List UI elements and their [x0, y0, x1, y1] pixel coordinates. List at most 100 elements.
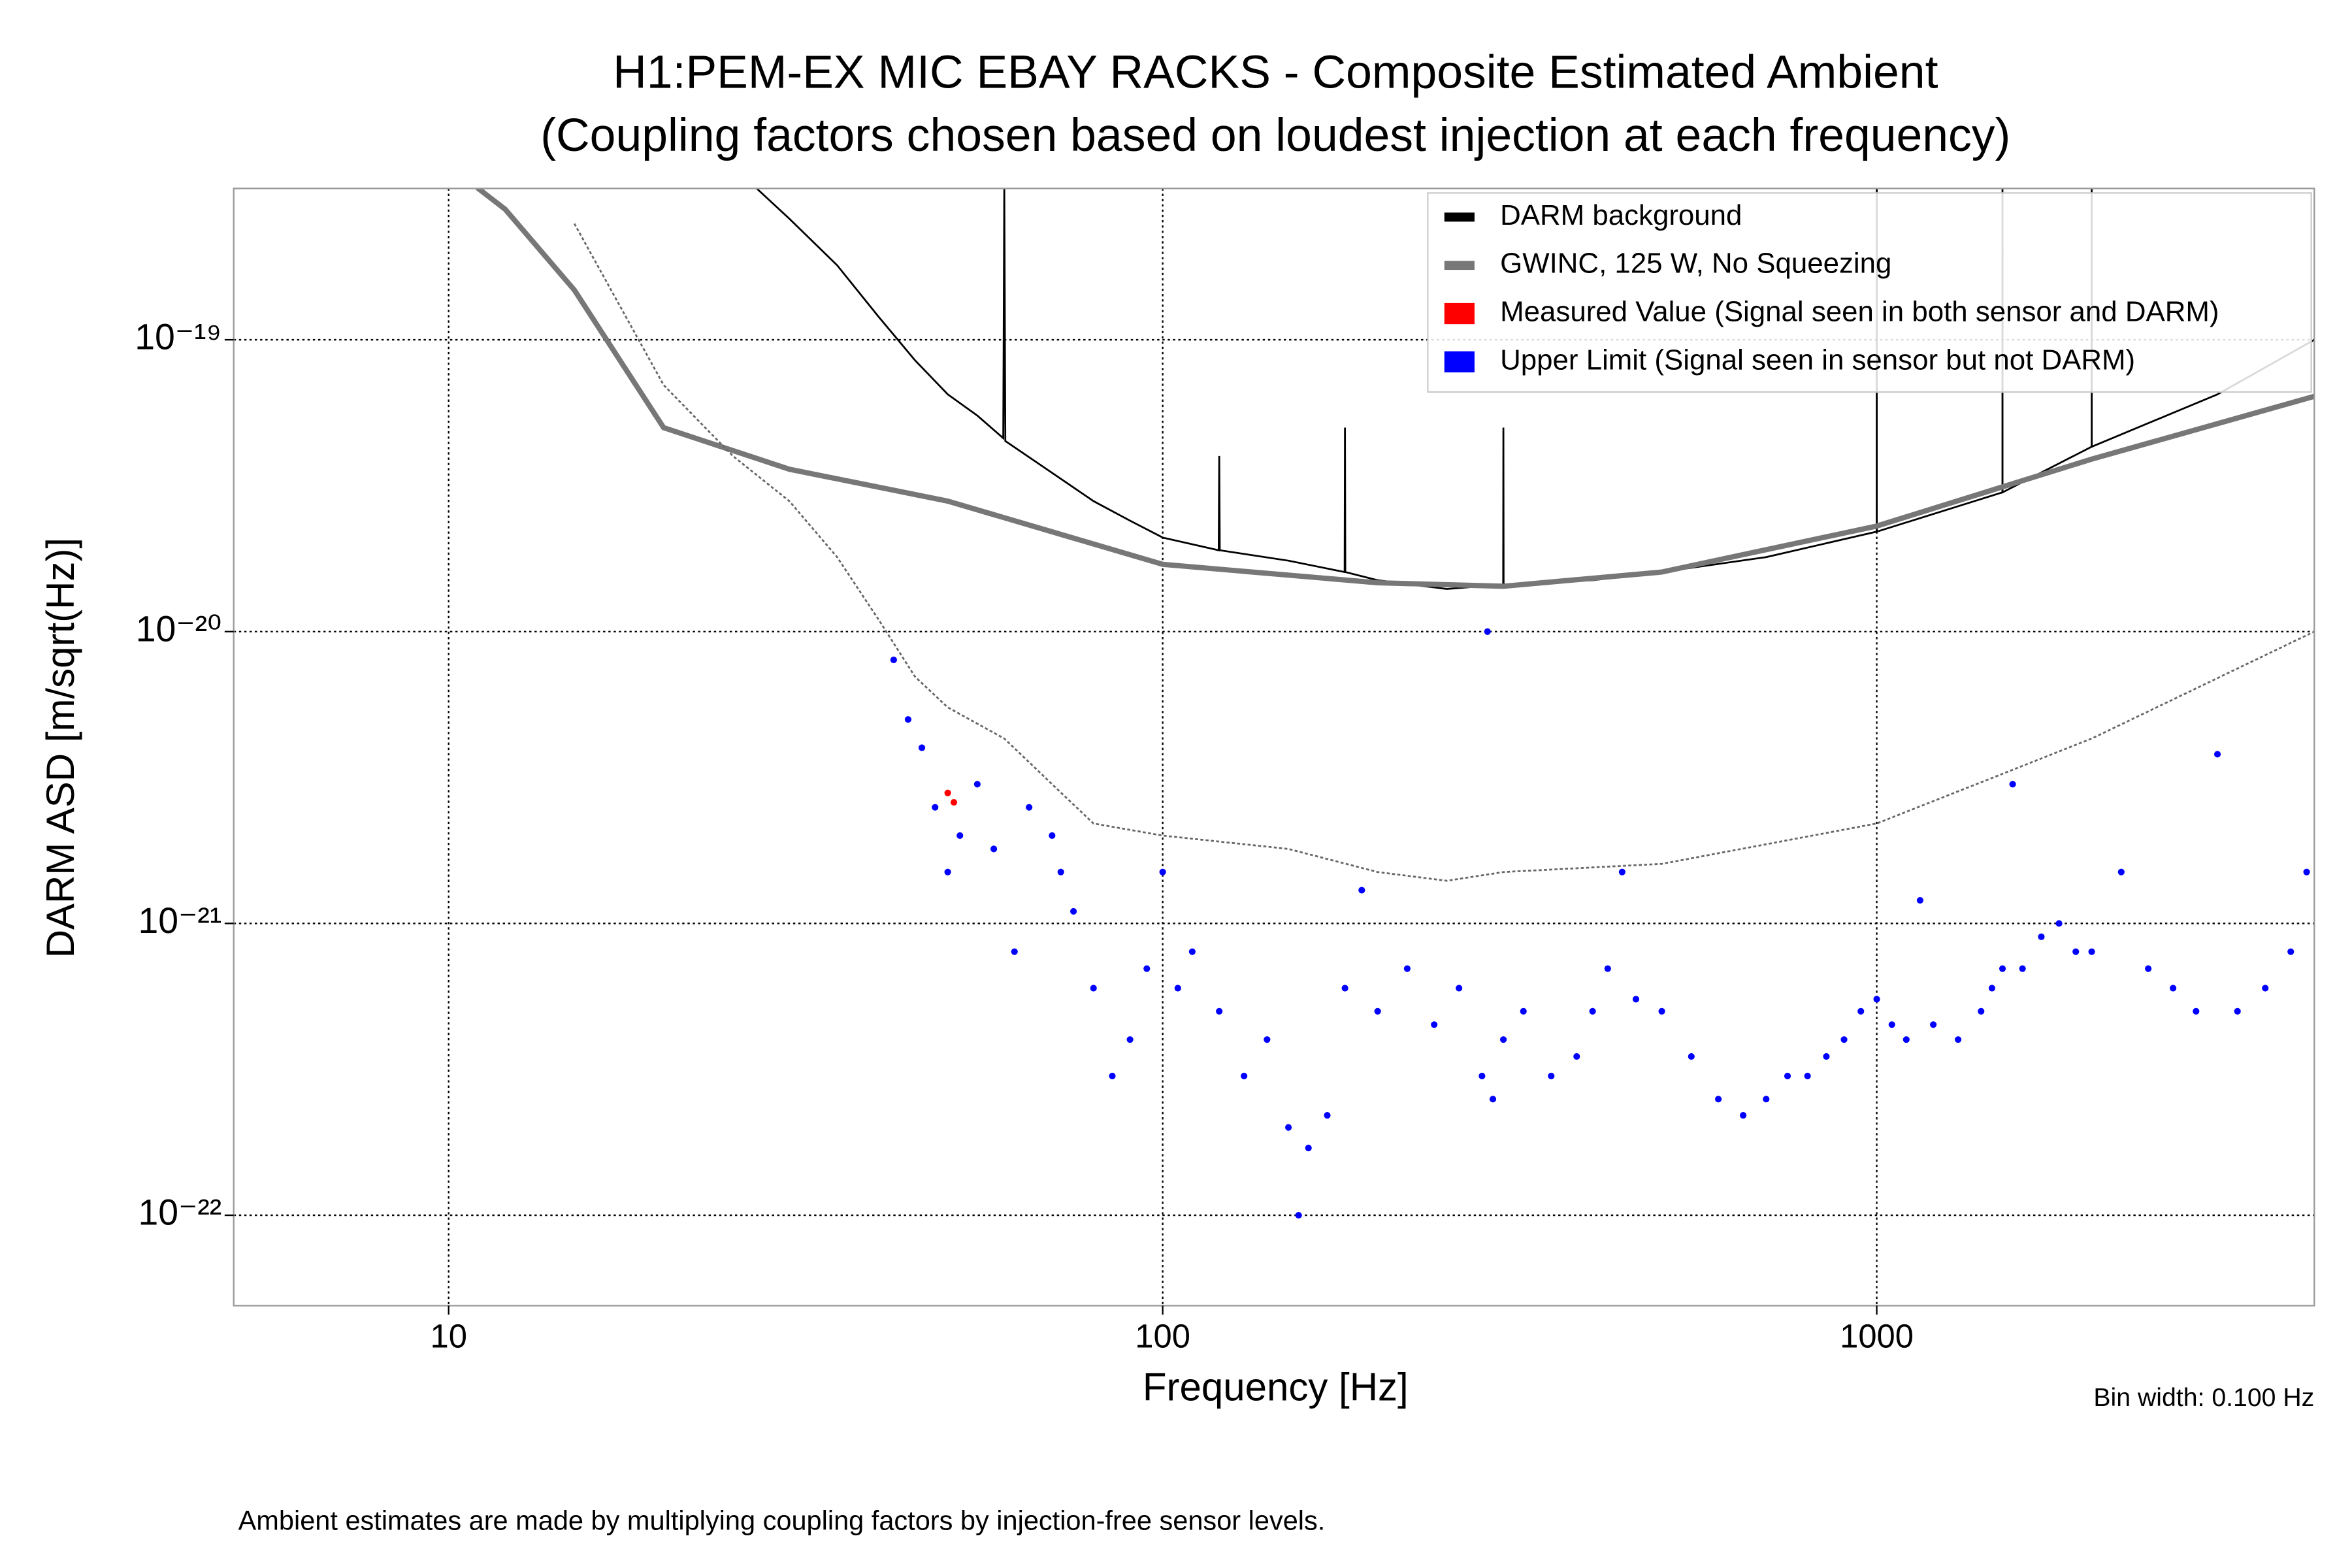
- data-point: [1188, 948, 1196, 955]
- legend-box: [1427, 192, 2312, 393]
- legend-label: Measured Value (Signal seen in both sens…: [1500, 296, 2219, 328]
- data-point: [1715, 1096, 1722, 1103]
- legend-swatch: [1444, 212, 1475, 222]
- data-point: [1484, 628, 1491, 635]
- data-point: [944, 789, 951, 796]
- y-tick-label: 10⁻¹⁹: [135, 317, 221, 357]
- data-point: [990, 845, 998, 853]
- data-point: [1159, 868, 1166, 875]
- data-point: [1618, 868, 1625, 875]
- data-point: [1057, 868, 1064, 875]
- series-line: [475, 188, 2315, 589]
- data-point: [1341, 985, 1348, 992]
- data-point: [1109, 1072, 1116, 1080]
- data-point: [1026, 804, 1033, 811]
- legend-swatch: [1444, 261, 1475, 270]
- data-point: [1688, 1053, 1695, 1060]
- data-point: [1070, 907, 1077, 915]
- data-point: [1988, 985, 1996, 992]
- data-point: [1873, 996, 1880, 1003]
- data-point: [1295, 1212, 1302, 1219]
- data-point: [2145, 965, 2152, 972]
- data-point: [1324, 1112, 1331, 1119]
- data-point: [1903, 1036, 1910, 1043]
- data-point: [1049, 832, 1056, 840]
- data-point: [2303, 868, 2310, 875]
- data-point: [1431, 1021, 1438, 1028]
- data-point: [2262, 985, 2269, 992]
- data-point: [944, 868, 951, 875]
- data-point: [973, 781, 981, 788]
- data-point: [1978, 1007, 1985, 1015]
- data-point: [890, 656, 897, 664]
- data-point: [1374, 1007, 1381, 1015]
- data-point: [1011, 948, 1018, 955]
- legend-label: DARM background: [1500, 199, 1742, 231]
- y-axis-label: DARM ASD [m/sqrt(Hz)]: [39, 538, 82, 958]
- data-point: [956, 832, 964, 840]
- data-point: [1216, 1007, 1223, 1015]
- legend-swatch: [1444, 302, 1475, 325]
- legend-label: Upper Limit (Signal seen in sensor but n…: [1500, 344, 2135, 376]
- data-point: [1784, 1072, 1791, 1080]
- dashed-line: [573, 223, 2315, 882]
- data-point: [2170, 985, 2177, 992]
- data-point: [1264, 1036, 1271, 1043]
- data-point: [1857, 1007, 1865, 1015]
- data-point: [1143, 965, 1151, 972]
- data-point: [1241, 1072, 1248, 1080]
- data-point: [1823, 1053, 1830, 1060]
- plot-frame: [233, 188, 2315, 1307]
- chart-subtitle: (Coupling factors chosen based on loudes…: [540, 109, 2010, 161]
- data-point: [2019, 965, 2026, 972]
- data-point: [1916, 896, 1923, 904]
- x-tick-label: 100: [1135, 1318, 1190, 1355]
- data-point: [1548, 1072, 1555, 1080]
- data-point: [2055, 920, 2063, 927]
- data-point: [1763, 1096, 1770, 1103]
- y-tick-label: 10⁻²²: [139, 1192, 222, 1233]
- data-point: [1589, 1007, 1596, 1015]
- data-point: [2117, 868, 2125, 875]
- bin-width-note: Bin width: 0.100 Hz: [2093, 1383, 2314, 1412]
- data-point: [1740, 1112, 1747, 1119]
- data-point: [1658, 1007, 1665, 1015]
- data-point: [2088, 948, 2095, 955]
- data-point: [950, 798, 958, 806]
- legend-swatch: [1444, 351, 1475, 372]
- data-point: [1358, 887, 1365, 894]
- data-point: [1305, 1145, 1312, 1152]
- data-point: [918, 744, 926, 751]
- data-point: [1403, 965, 1411, 972]
- data-point: [2009, 781, 2016, 788]
- data-point: [1090, 985, 1097, 992]
- data-point: [1573, 1053, 1580, 1060]
- data-point: [1804, 1072, 1811, 1080]
- data-point: [1632, 996, 1640, 1003]
- data-point: [1999, 965, 2006, 972]
- data-point: [2193, 1007, 2200, 1015]
- data-point: [2072, 948, 2080, 955]
- x-axis-label: Frequency [Hz]: [1143, 1365, 1409, 1409]
- data-point: [1174, 985, 1181, 992]
- data-point: [1285, 1124, 1292, 1131]
- data-point: [2287, 948, 2295, 955]
- data-point: [1604, 965, 1611, 972]
- data-point: [1489, 1096, 1497, 1103]
- x-tick-label: 10: [430, 1318, 466, 1355]
- data-point: [1126, 1036, 1134, 1043]
- legend: DARM background GWINC, 125 W, No Squeezin…: [1427, 192, 2312, 393]
- data-point: [1840, 1036, 1848, 1043]
- x-tick-label: 1000: [1840, 1318, 1914, 1355]
- data-point: [932, 804, 939, 811]
- data-point: [1888, 1021, 1895, 1028]
- data-point: [1478, 1072, 1486, 1080]
- data-point: [1520, 1007, 1527, 1015]
- data-point: [2234, 1007, 2241, 1015]
- legend-label: GWINC, 125 W, No Squeezing: [1500, 248, 1891, 280]
- footnote: Ambient estimates are made by multiplyin…: [238, 1505, 1326, 1536]
- data-point: [1930, 1021, 1937, 1028]
- data-point: [1500, 1036, 1507, 1043]
- chart-title: H1:PEM-EX MIC EBAY RACKS - Composite Est…: [613, 46, 1938, 98]
